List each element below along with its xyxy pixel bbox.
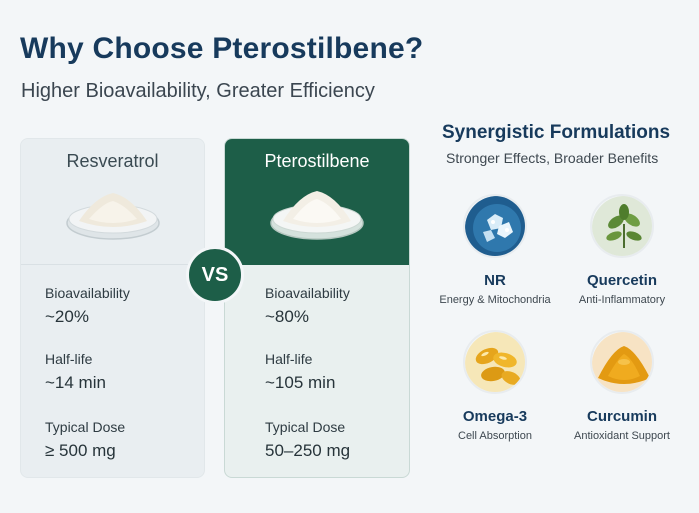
nr-desc: Energy & Mitochondria xyxy=(439,294,551,306)
pterostilbene-dose-value: 50–250 mg xyxy=(265,441,351,460)
curcumin-powder-icon xyxy=(590,330,654,394)
omega3-name: Omega-3 xyxy=(462,408,528,425)
resveratrol-halflife-label: Half-life xyxy=(45,351,93,367)
synergy-item-nr: NR Energy & Mitochondria xyxy=(430,194,560,306)
curcumin-desc: Antioxidant Support xyxy=(573,430,670,442)
pterostilbene-card-header: Pterostilbene xyxy=(225,139,409,265)
resveratrol-halflife-value: ~14 min xyxy=(45,373,106,392)
curcumin-name: Curcumin xyxy=(586,408,657,425)
resveratrol-card: Resveratrol Bioavailability ~20% Half-li… xyxy=(20,138,205,478)
quercetin-leaf-icon xyxy=(590,194,654,258)
nr-name: NR xyxy=(484,272,506,289)
resveratrol-dose-label: Typical Dose xyxy=(45,419,126,435)
resveratrol-bioavailability-value: ~20% xyxy=(45,307,89,326)
omega3-capsule-icon xyxy=(463,330,527,394)
resveratrol-bioavailability-label: Bioavailability xyxy=(45,285,130,301)
pterostilbene-card: Pterostilbene Bioavailability ~80% Half-… xyxy=(224,138,410,478)
pterostilbene-bioavailability-label: Bioavailability xyxy=(265,285,350,301)
pterostilbene-powder-dish-icon xyxy=(270,191,364,240)
quercetin-name: Quercetin xyxy=(586,272,658,289)
pterostilbene-name: Pterostilbene xyxy=(264,151,370,171)
synergy-item-omega3: Omega-3 Cell Absorption xyxy=(430,330,560,442)
synergy-subtitle: Stronger Effects, Broader Benefits xyxy=(446,150,659,166)
page-title: Why Choose Pterostilbene? xyxy=(20,32,424,65)
resveratrol-card-header: Resveratrol xyxy=(21,139,204,265)
synergy-item-quercetin: Quercetin Anti-Inflammatory xyxy=(557,194,687,306)
synergy-item-curcumin: Curcumin Antioxidant Support xyxy=(557,330,687,442)
quercetin-desc: Anti-Inflammatory xyxy=(578,294,666,306)
synergy-title: Synergistic Formulations xyxy=(442,122,671,143)
nr-crystal-icon xyxy=(463,194,527,258)
pterostilbene-bioavailability-value: ~80% xyxy=(265,307,309,326)
vs-badge: VS xyxy=(186,246,244,304)
resveratrol-powder-dish-icon xyxy=(65,193,160,240)
pterostilbene-halflife-value: ~105 min xyxy=(265,373,336,392)
page-subtitle: Higher Bioavailability, Greater Efficien… xyxy=(21,80,375,102)
pterostilbene-halflife-label: Half-life xyxy=(265,351,313,367)
omega3-desc: Cell Absorption xyxy=(458,430,532,442)
pterostilbene-dose-label: Typical Dose xyxy=(265,419,346,435)
resveratrol-name: Resveratrol xyxy=(66,151,159,171)
resveratrol-dose-value: ≥ 500 mg xyxy=(45,441,116,460)
